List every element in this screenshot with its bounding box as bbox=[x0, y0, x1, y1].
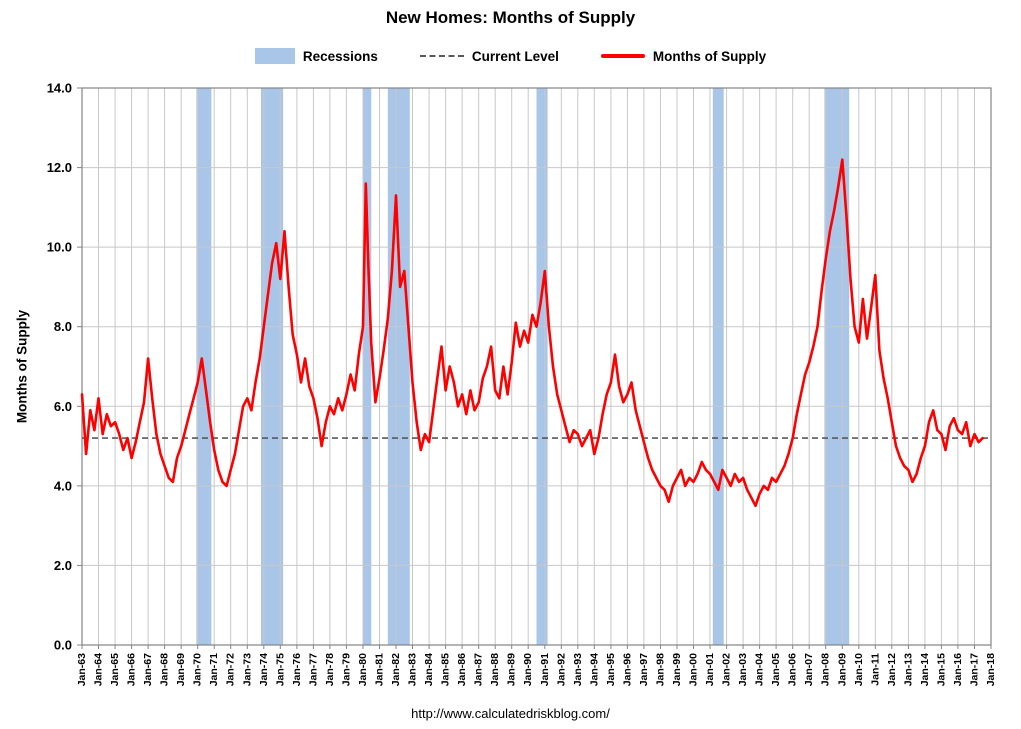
recession-band-swatch-icon bbox=[254, 48, 295, 64]
svg-text:Jan-78: Jan-78 bbox=[324, 653, 336, 686]
svg-text:Jan-84: Jan-84 bbox=[423, 653, 435, 686]
svg-text:Jan-74: Jan-74 bbox=[258, 653, 270, 686]
source-url: http://www.calculatedriskblog.com/ bbox=[411, 706, 610, 721]
svg-text:Jan-98: Jan-98 bbox=[655, 653, 667, 686]
svg-text:Jan-09: Jan-09 bbox=[836, 653, 848, 686]
svg-text:Months of Supply: Months of Supply bbox=[15, 309, 30, 423]
svg-text:Jan-87: Jan-87 bbox=[473, 653, 485, 686]
svg-text:Jan-12: Jan-12 bbox=[886, 653, 898, 686]
legend: Recessions Current Level Months of Suppl… bbox=[0, 48, 1021, 64]
svg-text:Jan-79: Jan-79 bbox=[340, 653, 352, 686]
svg-text:Jan-04: Jan-04 bbox=[754, 653, 766, 686]
svg-text:8.0: 8.0 bbox=[54, 319, 72, 334]
svg-text:Jan-89: Jan-89 bbox=[506, 653, 518, 686]
svg-text:Jan-05: Jan-05 bbox=[770, 653, 782, 686]
supply-line-swatch-icon bbox=[600, 54, 645, 58]
svg-text:0.0: 0.0 bbox=[54, 638, 72, 653]
svg-text:12.0: 12.0 bbox=[47, 160, 72, 175]
svg-text:Jan-73: Jan-73 bbox=[241, 653, 253, 686]
svg-text:14.0: 14.0 bbox=[47, 81, 72, 96]
svg-text:Jan-15: Jan-15 bbox=[935, 653, 947, 686]
svg-text:Jan-80: Jan-80 bbox=[357, 653, 369, 686]
svg-text:Jan-07: Jan-07 bbox=[803, 653, 815, 686]
svg-text:Jan-86: Jan-86 bbox=[456, 653, 468, 686]
svg-text:Jan-95: Jan-95 bbox=[605, 653, 617, 686]
svg-text:Jan-77: Jan-77 bbox=[307, 653, 319, 686]
svg-text:Jan-92: Jan-92 bbox=[555, 653, 567, 686]
svg-text:Jan-90: Jan-90 bbox=[522, 653, 534, 686]
svg-text:Jan-96: Jan-96 bbox=[621, 653, 633, 686]
svg-text:Jan-76: Jan-76 bbox=[291, 653, 303, 686]
svg-text:Jan-11: Jan-11 bbox=[869, 653, 881, 686]
svg-text:Jan-68: Jan-68 bbox=[159, 653, 171, 686]
svg-text:Jan-81: Jan-81 bbox=[374, 653, 386, 686]
svg-text:Jan-08: Jan-08 bbox=[820, 653, 832, 686]
svg-text:Jan-16: Jan-16 bbox=[952, 653, 964, 686]
svg-text:Jan-93: Jan-93 bbox=[572, 653, 584, 686]
svg-text:Jan-82: Jan-82 bbox=[390, 653, 402, 686]
current-level-dash-swatch-icon bbox=[419, 55, 464, 57]
svg-text:Jan-64: Jan-64 bbox=[93, 653, 105, 686]
svg-text:4.0: 4.0 bbox=[54, 478, 72, 493]
legend-label-current-level: Current Level bbox=[471, 48, 559, 64]
svg-text:Jan-94: Jan-94 bbox=[588, 653, 600, 686]
svg-text:Jan-66: Jan-66 bbox=[126, 653, 138, 686]
svg-text:Jan-85: Jan-85 bbox=[440, 653, 452, 686]
svg-text:10.0: 10.0 bbox=[47, 240, 72, 255]
svg-text:Jan-97: Jan-97 bbox=[638, 653, 650, 686]
svg-text:Jan-99: Jan-99 bbox=[671, 653, 683, 686]
svg-text:Jan-72: Jan-72 bbox=[225, 653, 237, 686]
svg-text:2.0: 2.0 bbox=[54, 558, 72, 573]
svg-text:Jan-91: Jan-91 bbox=[539, 653, 551, 686]
svg-text:Jan-06: Jan-06 bbox=[787, 653, 799, 686]
legend-label-months-of-supply: Months of Supply bbox=[652, 48, 767, 64]
svg-text:Jan-67: Jan-67 bbox=[142, 653, 154, 686]
svg-text:Jan-70: Jan-70 bbox=[192, 653, 204, 686]
svg-text:Jan-83: Jan-83 bbox=[407, 653, 419, 686]
legend-item-recessions: Recessions bbox=[254, 48, 378, 64]
svg-text:Jan-17: Jan-17 bbox=[969, 653, 981, 686]
svg-text:Jan-65: Jan-65 bbox=[109, 653, 121, 686]
svg-text:6.0: 6.0 bbox=[54, 399, 72, 414]
svg-text:Jan-69: Jan-69 bbox=[175, 653, 187, 686]
svg-text:Jan-71: Jan-71 bbox=[208, 653, 220, 686]
chart-title: New Homes: Months of Supply bbox=[385, 8, 636, 27]
svg-text:Jan-00: Jan-00 bbox=[688, 653, 700, 686]
svg-text:Jan-13: Jan-13 bbox=[902, 653, 914, 686]
svg-text:Jan-14: Jan-14 bbox=[919, 653, 931, 686]
legend-item-months-of-supply: Months of Supply bbox=[600, 48, 767, 64]
svg-text:Jan-63: Jan-63 bbox=[76, 653, 88, 686]
svg-text:Jan-01: Jan-01 bbox=[704, 653, 716, 686]
svg-text:Jan-75: Jan-75 bbox=[274, 653, 286, 686]
svg-text:Jan-18: Jan-18 bbox=[985, 653, 997, 686]
svg-text:Jan-10: Jan-10 bbox=[853, 653, 865, 686]
svg-text:Jan-02: Jan-02 bbox=[721, 653, 733, 686]
legend-item-current-level: Current Level bbox=[419, 48, 559, 64]
svg-text:Jan-03: Jan-03 bbox=[737, 653, 749, 686]
legend-label-recessions: Recessions bbox=[302, 48, 378, 64]
svg-text:Jan-88: Jan-88 bbox=[489, 653, 501, 686]
